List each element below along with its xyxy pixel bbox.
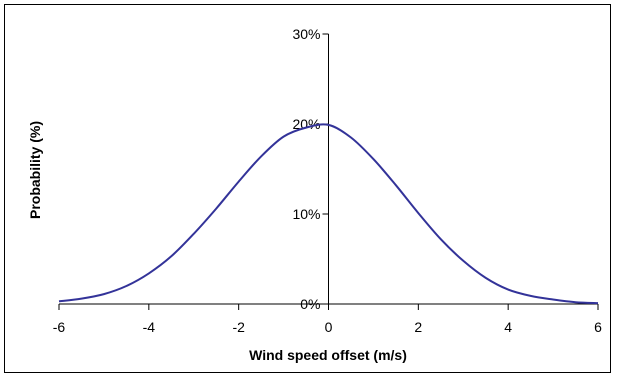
axes bbox=[59, 34, 598, 305]
y-tick-label: 20% bbox=[292, 116, 320, 132]
y-tick-label: 10% bbox=[292, 206, 320, 222]
x-tick-label: 0 bbox=[325, 319, 333, 335]
y-tick-label: 30% bbox=[292, 26, 320, 42]
y-tick-label: 0% bbox=[300, 296, 320, 312]
x-tick-label: -4 bbox=[143, 319, 156, 335]
x-tick-label: -6 bbox=[53, 319, 66, 335]
x-axis-ticks: -6 -4 -2 0 2 4 6 bbox=[53, 304, 602, 335]
y-axis-title: Probability (%) bbox=[27, 121, 43, 219]
x-tick-label: 2 bbox=[414, 319, 422, 335]
series-group bbox=[58, 123, 599, 305]
x-tick-label: 6 bbox=[594, 319, 602, 335]
y-axis-ticks: 0% 10% 20% 30% bbox=[292, 26, 329, 312]
x-axis-title: Wind speed offset (m/s) bbox=[249, 347, 407, 363]
chart-frame bbox=[4, 4, 611, 373]
probability-curve bbox=[58, 123, 599, 305]
x-tick-label: -2 bbox=[232, 319, 245, 335]
x-tick-label: 4 bbox=[504, 319, 512, 335]
